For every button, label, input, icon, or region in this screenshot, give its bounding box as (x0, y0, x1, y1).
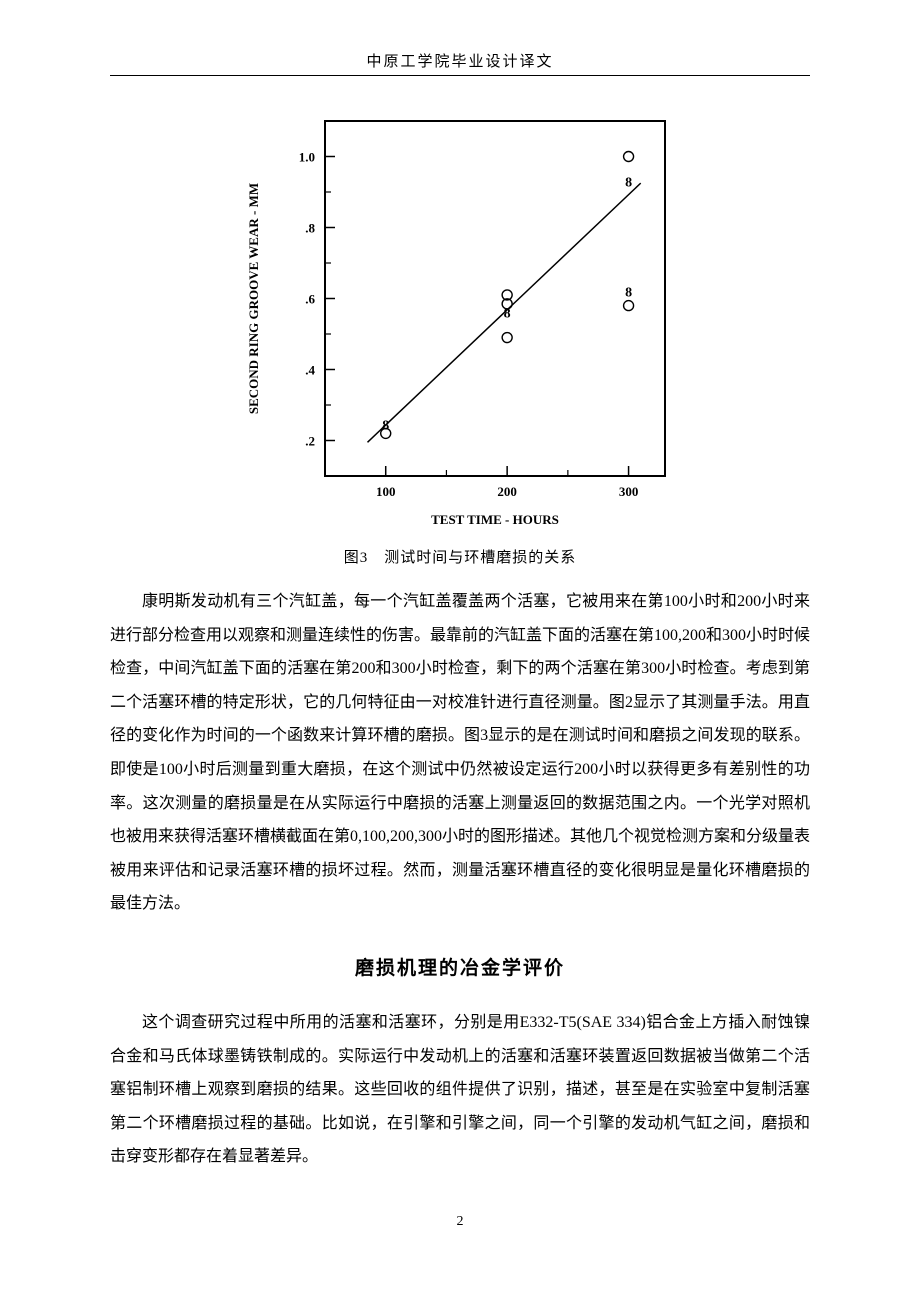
svg-text:100: 100 (376, 484, 396, 499)
page-number: 2 (110, 1214, 810, 1230)
svg-text:TEST TIME - HOURS: TEST TIME - HOURS (431, 512, 559, 527)
svg-text:SECOND RING GROOVE WEAR - MM: SECOND RING GROOVE WEAR - MM (246, 183, 261, 414)
svg-text:.8: .8 (305, 221, 315, 236)
svg-text:8: 8 (625, 175, 632, 190)
body-paragraph-2: 这个调查研究过程中所用的活塞和活塞环，分别是用E332-T5(SAE 334)铝… (110, 1006, 810, 1174)
svg-text:.2: .2 (305, 434, 315, 449)
body-paragraph-1: 康明斯发动机有三个汽缸盖，每一个汽缸盖覆盖两个活塞，它被用来在第100小时和20… (110, 585, 810, 921)
figure-caption: 图3 测试时间与环槽磨损的关系 (110, 546, 810, 567)
svg-text:.4: .4 (305, 363, 315, 378)
chart-svg: 100200300.2.4.6.81.08888TEST TIME - HOUR… (230, 106, 690, 536)
svg-text:1.0: 1.0 (299, 150, 315, 165)
svg-text:8: 8 (382, 419, 389, 434)
svg-text:200: 200 (497, 484, 516, 499)
svg-text:.6: .6 (305, 292, 315, 307)
section-heading: 磨损机理的冶金学评价 (110, 953, 810, 980)
page-header: 中原工学院毕业设计译文 (110, 50, 810, 76)
svg-text:300: 300 (619, 484, 639, 499)
scatter-chart: 100200300.2.4.6.81.08888TEST TIME - HOUR… (230, 106, 690, 536)
svg-text:8: 8 (625, 285, 632, 300)
